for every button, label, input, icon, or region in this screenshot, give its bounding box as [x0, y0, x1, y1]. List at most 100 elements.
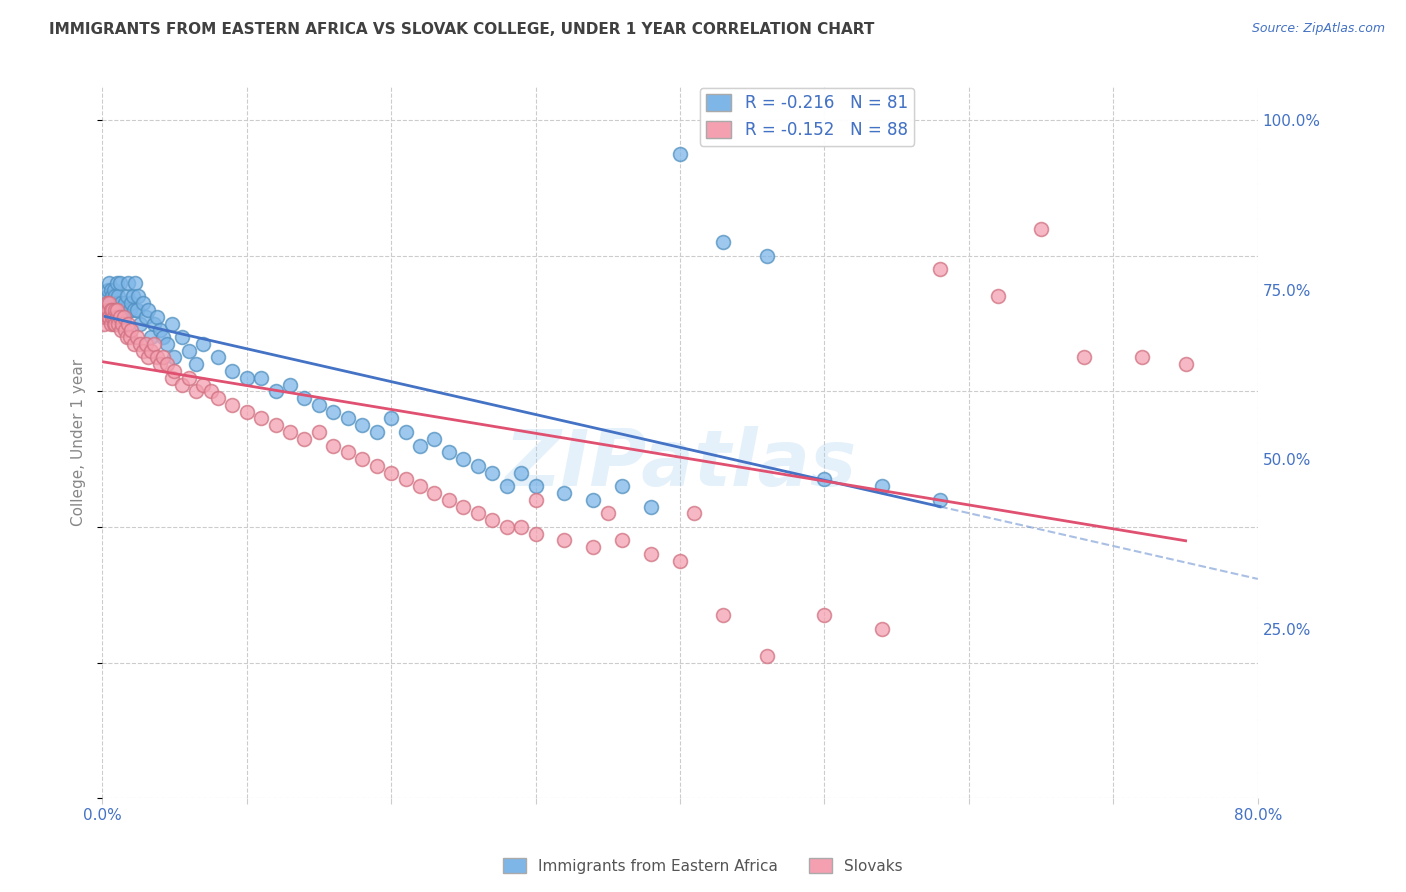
Point: [481, 513, 503, 527]
Point: [1130, 351, 1153, 365]
Point: [380, 466, 402, 480]
Point: [221, 364, 243, 378]
Point: [117, 317, 139, 331]
Point: [170, 330, 193, 344]
Point: [669, 554, 692, 568]
Point: [640, 547, 662, 561]
Legend: Immigrants from Eastern Africa, Slovaks: Immigrants from Eastern Africa, Slovaks: [498, 852, 908, 880]
Point: [108, 310, 131, 324]
Point: [111, 303, 134, 318]
Point: [193, 377, 215, 392]
Point: [278, 425, 301, 439]
Point: [423, 432, 446, 446]
Point: [94, 303, 117, 318]
Point: [929, 262, 952, 277]
Point: [93, 317, 115, 331]
Point: [107, 317, 129, 331]
Text: ZIPatlas: ZIPatlas: [503, 425, 856, 501]
Point: [108, 276, 131, 290]
Point: [437, 445, 460, 459]
Point: [138, 351, 160, 365]
Point: [149, 323, 172, 337]
Point: [128, 317, 150, 331]
Point: [120, 296, 142, 310]
Point: [98, 310, 121, 324]
Point: [146, 351, 169, 365]
Point: [141, 330, 163, 344]
Point: [103, 283, 125, 297]
Point: [131, 296, 153, 310]
Point: [235, 371, 257, 385]
Point: [104, 303, 127, 318]
Point: [115, 330, 138, 344]
Point: [101, 310, 124, 324]
Point: [394, 473, 416, 487]
Point: [96, 303, 118, 318]
Point: [100, 283, 122, 297]
Point: [453, 500, 475, 514]
Point: [352, 452, 374, 467]
Legend: R = -0.216   N = 81, R = -0.152   N = 88: R = -0.216 N = 81, R = -0.152 N = 88: [700, 87, 914, 145]
Point: [112, 310, 135, 324]
Point: [121, 289, 143, 303]
Text: Source: ZipAtlas.com: Source: ZipAtlas.com: [1251, 22, 1385, 36]
Point: [97, 310, 120, 324]
Point: [143, 317, 166, 331]
Point: [495, 479, 517, 493]
Point: [112, 310, 135, 324]
Point: [111, 317, 134, 331]
Point: [100, 303, 122, 318]
Point: [135, 310, 157, 324]
Point: [1073, 351, 1095, 365]
Point: [510, 520, 533, 534]
Point: [322, 439, 344, 453]
Point: [100, 317, 122, 331]
Point: [200, 384, 222, 399]
Point: [582, 541, 605, 555]
Point: [131, 343, 153, 358]
Point: [94, 310, 117, 324]
Point: [101, 303, 124, 318]
Point: [813, 473, 835, 487]
Point: [612, 533, 634, 548]
Point: [115, 289, 138, 303]
Point: [124, 276, 146, 290]
Point: [221, 398, 243, 412]
Point: [250, 371, 273, 385]
Point: [105, 296, 128, 310]
Point: [103, 317, 125, 331]
Point: [122, 303, 145, 318]
Point: [143, 337, 166, 351]
Point: [149, 357, 172, 371]
Point: [98, 296, 121, 310]
Point: [264, 418, 287, 433]
Point: [481, 466, 503, 480]
Point: [870, 479, 893, 493]
Point: [294, 391, 316, 405]
Point: [184, 384, 207, 399]
Point: [117, 276, 139, 290]
Point: [114, 296, 136, 310]
Point: [596, 507, 619, 521]
Point: [156, 337, 179, 351]
Point: [105, 303, 128, 318]
Point: [409, 439, 432, 453]
Point: [308, 398, 330, 412]
Point: [612, 479, 634, 493]
Point: [97, 289, 120, 303]
Point: [138, 303, 160, 318]
Point: [105, 276, 128, 290]
Point: [669, 147, 692, 161]
Point: [120, 323, 142, 337]
Point: [105, 310, 128, 324]
Point: [308, 425, 330, 439]
Point: [322, 405, 344, 419]
Point: [394, 425, 416, 439]
Point: [141, 343, 163, 358]
Point: [107, 303, 129, 318]
Point: [711, 608, 734, 623]
Point: [524, 479, 547, 493]
Point: [336, 445, 359, 459]
Point: [128, 337, 150, 351]
Point: [366, 425, 388, 439]
